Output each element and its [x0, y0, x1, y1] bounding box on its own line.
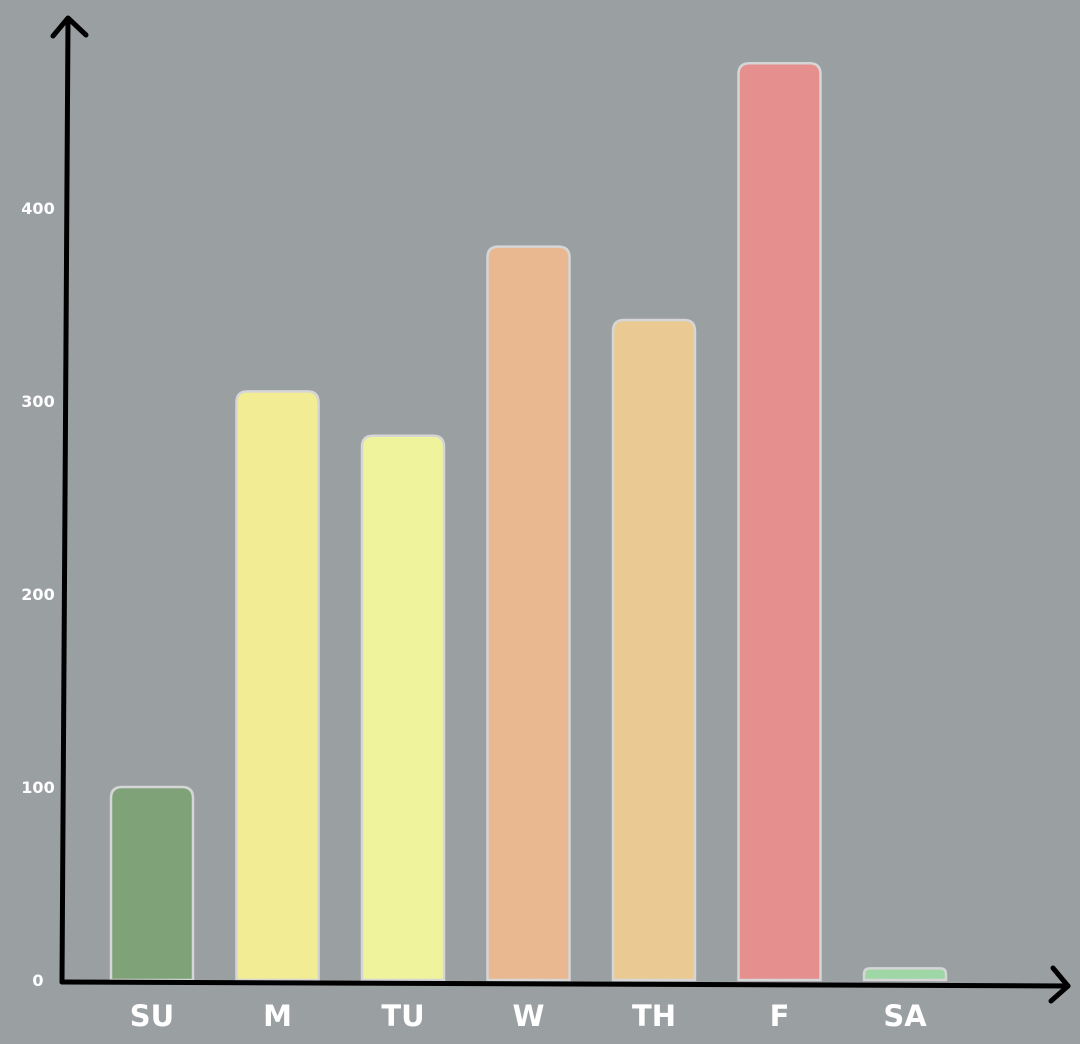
bar-m — [235, 390, 320, 982]
bar-su — [109, 785, 195, 982]
y-axis-arrow-icon — [50, 15, 89, 39]
y-axis-line — [59, 17, 71, 985]
bar-tu — [360, 434, 446, 982]
x-tick-label-w: W — [513, 999, 545, 1033]
y-tick-label-0: 0 — [32, 971, 43, 990]
x-axis-arrow-icon — [1048, 965, 1071, 1004]
bars-layer — [109, 62, 948, 982]
x-category-labels: SU M TU W TH F SA — [130, 999, 927, 1033]
x-tick-label-tu: TU — [381, 999, 424, 1033]
y-tick-label-300: 300 — [21, 392, 54, 411]
bar-f — [737, 62, 822, 982]
x-tick-label-f: F — [770, 999, 790, 1033]
x-axis-line — [59, 979, 1071, 989]
x-tick-label-m: M — [263, 999, 292, 1033]
x-tick-label-th: TH — [632, 999, 676, 1033]
y-tick-label-200: 200 — [21, 585, 54, 604]
bar-sa — [862, 967, 948, 982]
axes-layer — [50, 15, 1071, 1004]
y-tick-labels: 0 100 200 300 400 — [21, 199, 54, 990]
bar-th — [611, 318, 697, 982]
y-tick-label-400: 400 — [21, 199, 54, 218]
x-tick-label-sa: SA — [883, 999, 927, 1033]
bar-w — [486, 245, 571, 982]
x-tick-label-su: SU — [130, 999, 174, 1033]
y-tick-label-100: 100 — [21, 778, 54, 797]
